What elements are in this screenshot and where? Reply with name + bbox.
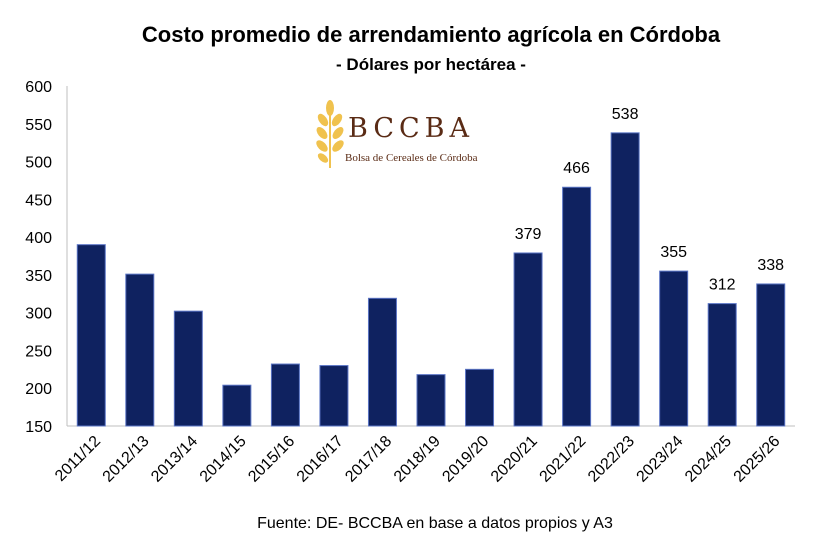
y-tick-label: 300	[25, 306, 52, 323]
x-tick-label: 2025/26	[731, 433, 784, 486]
data-label: 355	[660, 244, 687, 261]
bar-2015-16	[270, 363, 300, 427]
chart-title: Costo promedio de arrendamiento agrícola…	[141, 22, 721, 47]
bar-2016-17	[319, 365, 349, 427]
y-tick-label: 500	[25, 155, 52, 172]
bars	[76, 132, 786, 427]
bar-2020-21	[513, 252, 543, 427]
y-tick-label: 350	[25, 268, 52, 285]
bar-2017-18	[367, 297, 397, 427]
bar-2011-12	[76, 244, 106, 427]
bar-2023-24	[659, 270, 689, 427]
x-tick-label: 2015/16	[245, 433, 298, 486]
data-label: 538	[612, 106, 639, 123]
x-tick-label: 2018/19	[391, 433, 444, 486]
y-tick-label: 600	[25, 79, 52, 96]
y-tick-label: 250	[25, 343, 52, 360]
data-label: 466	[563, 160, 590, 177]
bar-2022-23	[610, 132, 640, 427]
bar-2025-26	[756, 283, 786, 427]
bar-2013-14	[173, 310, 203, 427]
wheat-icon	[316, 100, 344, 168]
x-tick-label: 2024/25	[682, 433, 735, 486]
x-tick-label: 2014/15	[197, 433, 250, 486]
data-label: 379	[515, 226, 542, 243]
bar-2024-25	[707, 303, 737, 427]
x-tick-label: 2020/21	[488, 433, 541, 486]
data-labels: 379 466 538 355 312 338	[515, 106, 784, 294]
x-tick-label: 2016/17	[294, 433, 347, 486]
bar-2014-15	[222, 384, 252, 427]
x-tick-label: 2012/13	[100, 433, 153, 486]
y-tick-label: 400	[25, 230, 52, 247]
data-label: 338	[757, 257, 784, 274]
y-tick-label: 450	[25, 192, 52, 209]
x-tick-label: 2021/22	[537, 433, 590, 486]
chart-subtitle: - Dólares por hectárea -	[336, 55, 526, 74]
data-label: 312	[709, 277, 736, 294]
y-tick-labels: 150 200 250 300 350 400 450 500 550 600	[25, 79, 52, 436]
bar-2021-22	[562, 186, 592, 427]
bar-2018-19	[416, 374, 446, 427]
source-note: Fuente: DE- BCCBA en base a datos propio…	[257, 515, 613, 532]
y-tick-label: 200	[25, 381, 52, 398]
x-tick-label: 2019/20	[439, 433, 492, 486]
logo-name: BCCBA	[348, 113, 474, 144]
bar-2019-20	[465, 368, 495, 427]
x-tick-label: 2022/23	[585, 433, 638, 486]
x-tick-label: 2023/24	[634, 433, 687, 486]
x-tick-label: 2017/18	[342, 433, 395, 486]
x-tick-labels: 2011/122012/132013/142014/152015/162016/…	[52, 433, 784, 486]
x-tick-label: 2011/12	[52, 433, 104, 485]
bccba-logo: BCCBA Bolsa de Cereales de Córdoba	[312, 100, 512, 170]
logo-subtitle: Bolsa de Cereales de Córdoba	[345, 152, 478, 164]
bar-2012-13	[125, 273, 155, 427]
y-tick-label: 150	[25, 419, 52, 436]
y-tick-label: 550	[25, 117, 52, 134]
x-tick-label: 2013/14	[148, 433, 201, 486]
